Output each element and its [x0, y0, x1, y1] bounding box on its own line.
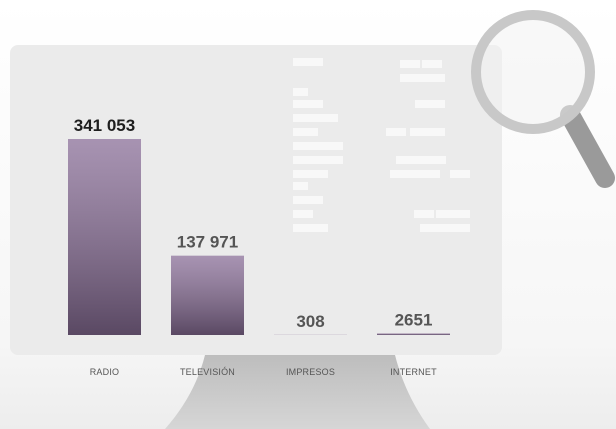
category-label: TELEVISIÓN — [180, 367, 235, 377]
value-label: 2651 — [395, 310, 433, 329]
decor-bars — [293, 58, 470, 232]
category-label: RADIO — [90, 367, 120, 377]
value-label: 308 — [296, 312, 324, 331]
value-label: 137 971 — [177, 233, 238, 252]
category-label: INTERNET — [390, 367, 437, 377]
bar-shade — [171, 255, 244, 335]
monitor-stand — [165, 355, 430, 429]
category-label: IMPRESOS — [286, 367, 335, 377]
value-label: 341 053 — [74, 116, 135, 135]
bar-shade — [68, 139, 141, 335]
magnifier — [471, 10, 615, 188]
bar-shade — [377, 333, 450, 335]
